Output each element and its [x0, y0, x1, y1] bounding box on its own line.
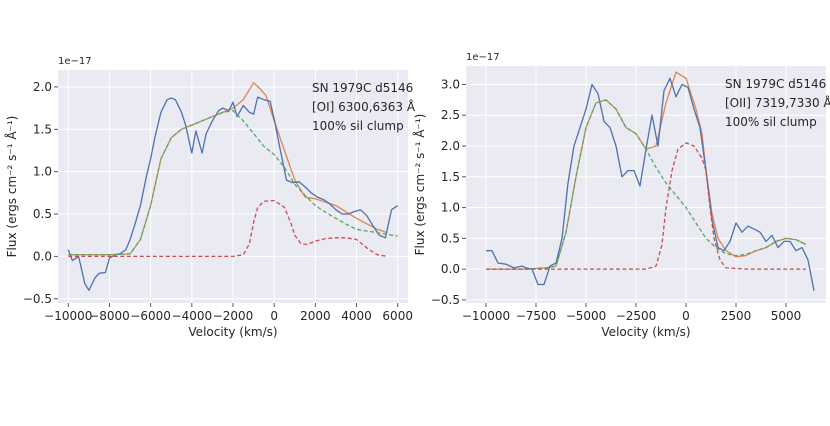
x-tick-label-left-4: −2000 [213, 309, 254, 323]
x-tick-label-right-0: −10000 [462, 309, 510, 323]
y-tick-label-right-2: 0.5 [441, 231, 460, 245]
series-line-right-observed [486, 77, 815, 291]
x-tick-label-left-8: 6000 [382, 309, 413, 323]
y-tick-label-left-5: 2.0 [33, 80, 52, 94]
chart-right: −10000 −7500 −5000 −2500 0 2500 5000 −0.5 0.0 0.… [412, 52, 830, 339]
y-offset-label-left: 1e−17 [58, 56, 92, 67]
annotation-supernova-left: SN 1979C d5146 [312, 81, 413, 95]
series-line-left-observed [67, 96, 399, 291]
y-tick-label-right-6: 2.5 [441, 108, 460, 122]
plot-area-right [466, 66, 826, 303]
y-tick-label-left-2: 0.5 [33, 207, 52, 221]
x-axis-label-right: Velocity (km/s) [601, 325, 690, 339]
annotation-line-left: [OI] 6300,6363 Å [312, 99, 416, 114]
x-tick-label-right-6: 5000 [771, 309, 802, 323]
x-tick-label-left-0: −10000 [44, 309, 92, 323]
y-tick-label-right-0: −0.5 [431, 293, 460, 307]
y-tick-label-right-7: 3.0 [441, 77, 460, 91]
x-ticks-right: −10000 −7500 −5000 −2500 0 2500 5000 [462, 303, 801, 323]
x-tick-label-left-1: −8000 [89, 309, 130, 323]
series-line-right-component-1 [486, 99, 807, 270]
x-tick-label-right-3: −2500 [616, 309, 657, 323]
x-tick-label-left-6: 2000 [300, 309, 331, 323]
x-tick-label-right-4: 0 [682, 309, 690, 323]
series-line-left-component-1 [68, 110, 398, 256]
x-axis-label-left: Velocity (km/s) [188, 325, 277, 339]
x-tick-label-right-2: −5000 [566, 309, 607, 323]
y-tick-label-right-1: 0.0 [441, 262, 460, 276]
y-tick-label-left-3: 1.0 [33, 165, 52, 179]
x-tick-label-left-5: 0 [270, 309, 278, 323]
series-group-left [67, 82, 399, 291]
y-tick-label-right-3: 1.0 [441, 201, 460, 215]
x-tick-label-right-5: 2500 [721, 309, 752, 323]
y-offset-label-right: 1e−17 [466, 52, 500, 63]
annotation-supernova-right: SN 1979C d5146 [725, 77, 826, 91]
y-tick-label-left-4: 1.5 [33, 122, 52, 136]
x-tick-label-left-3: −4000 [172, 309, 213, 323]
x-ticks-left: −10000−8000 −6000 −4000 −2000 0 2000 4000 6000 [44, 303, 413, 323]
y-ticks-right: −0.5 0.0 0.5 1.0 1.5 2.0 2.5 3.0 [431, 77, 466, 307]
series-line-left-component-2 [68, 199, 388, 258]
y-tick-label-right-4: 1.5 [441, 170, 460, 184]
x-tick-label-left-7: 4000 [341, 309, 372, 323]
chart-left: −10000−8000 −6000 −4000 −2000 0 2000 4000 6000 … [4, 56, 416, 339]
annotation-clump-right: 100% sil clump [725, 115, 817, 129]
y-ticks-left: −0.5 0.0 0.5 1.0 1.5 2.0 [23, 80, 58, 306]
y-axis-label-left: Flux (ergs cm⁻² s⁻¹ Å⁻¹) [4, 116, 19, 258]
x-tick-label-left-2: −6000 [130, 309, 171, 323]
y-tick-label-right-5: 2.0 [441, 139, 460, 153]
x-tick-label-right-1: −7500 [516, 309, 557, 323]
y-axis-label-right: Flux (ergs cm⁻² s⁻¹ Å⁻¹) [412, 114, 427, 256]
annotation-clump-left: 100% sil clump [312, 119, 404, 133]
y-tick-label-left-0: −0.5 [23, 292, 52, 306]
annotation-line-right: [OII] 7319,7330 Å [725, 95, 830, 110]
y-tick-label-left-1: 0.0 [33, 249, 52, 263]
series-group-right [486, 71, 815, 291]
